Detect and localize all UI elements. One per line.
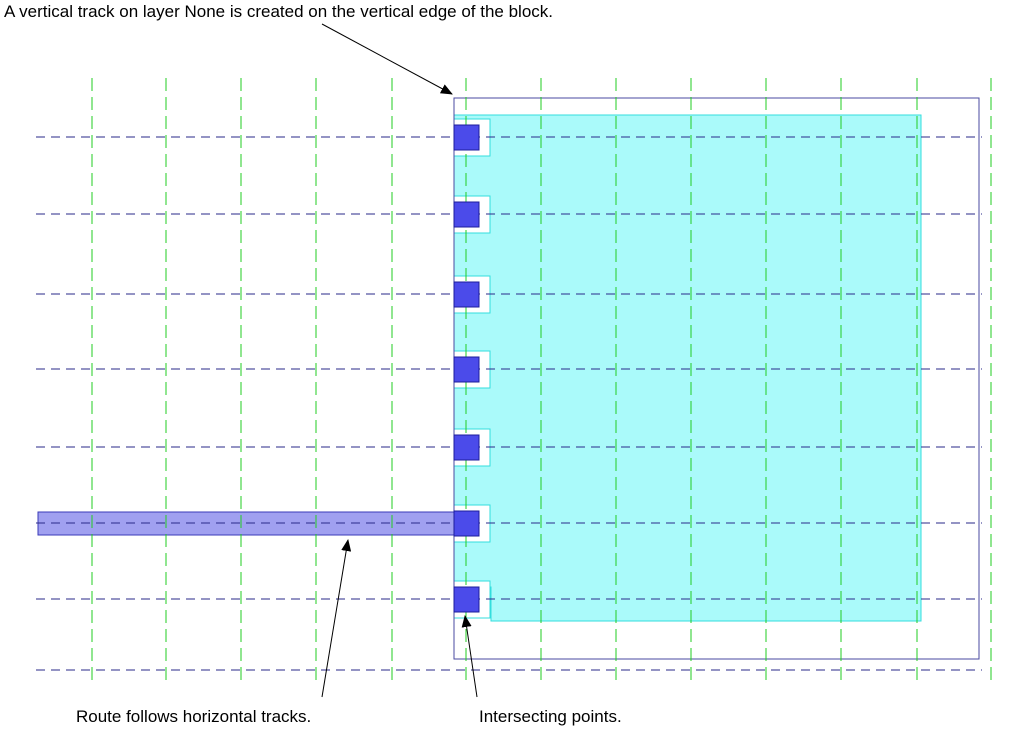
pin xyxy=(453,510,480,537)
vertical-track-group xyxy=(91,78,992,680)
pin xyxy=(453,124,480,151)
horizontal-track-group xyxy=(36,136,982,671)
route-annotation-arrow xyxy=(321,539,352,698)
route-annotation-text: Route follows horizontal tracks. xyxy=(76,707,311,726)
pin xyxy=(453,586,480,613)
intersect-annotation-arrow xyxy=(461,615,478,698)
pin-group xyxy=(453,124,480,613)
pin xyxy=(453,201,480,228)
pin xyxy=(453,434,480,461)
top-annotation-arrow xyxy=(321,23,453,95)
pin xyxy=(453,356,480,383)
intersect-annotation-text: Intersecting points. xyxy=(479,707,622,726)
block-core-region xyxy=(453,114,922,622)
top-annotation-text: A vertical track on layer None is create… xyxy=(4,2,553,21)
pin xyxy=(453,281,480,308)
